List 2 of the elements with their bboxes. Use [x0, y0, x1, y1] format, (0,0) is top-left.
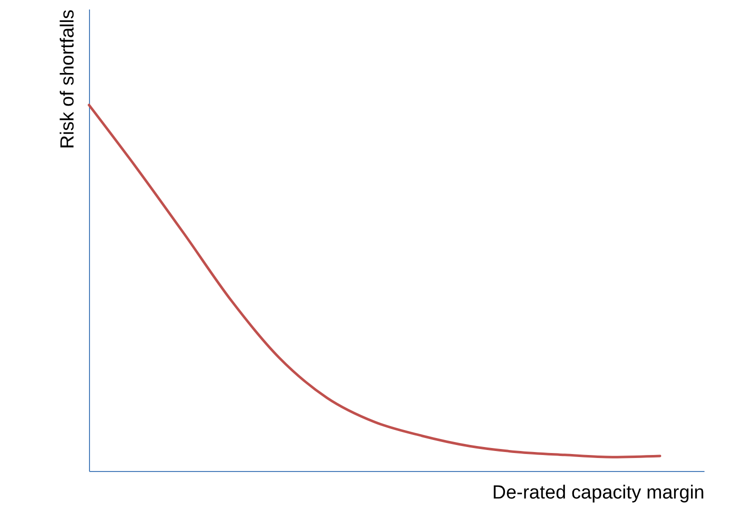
y-axis-title: Risk of shortfalls: [58, 10, 78, 149]
x-axis-title: De-rated capacity margin: [492, 482, 704, 504]
